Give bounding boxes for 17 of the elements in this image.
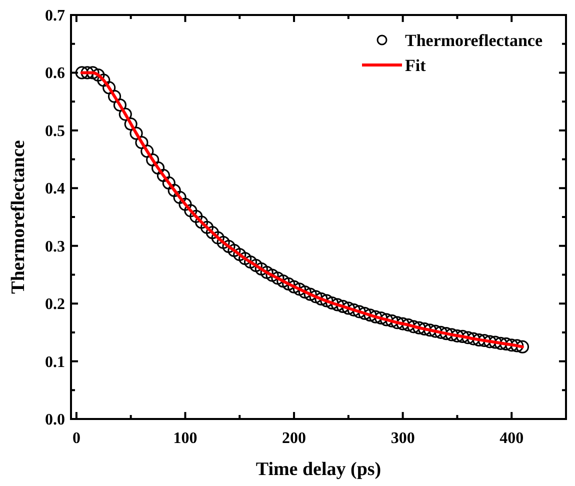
legend-label: Thermoreflectance	[405, 31, 543, 50]
x-axis-title: Time delay (ps)	[256, 459, 382, 480]
y-tick-label: 0.4	[45, 180, 65, 198]
y-axis-title: Thermoreflectance	[8, 140, 29, 294]
x-tick-label: 100	[173, 430, 198, 447]
legend-label: Fit	[405, 56, 426, 75]
x-tick-label: 400	[500, 430, 524, 447]
y-tick-label: 0.0	[45, 412, 65, 428]
x-tick-label: 200	[282, 430, 306, 447]
x-tick-label: 0	[72, 430, 80, 447]
y-tick-label: 0.1	[45, 354, 65, 371]
x-tick-label: 300	[390, 430, 415, 447]
y-tick-label: 0.6	[45, 65, 65, 82]
y-tick-label: 0.3	[45, 238, 65, 256]
y-tick-label: 0.2	[45, 296, 65, 314]
y-tick-label: 0.7	[45, 8, 65, 24]
y-tick-label: 0.5	[45, 122, 65, 140]
